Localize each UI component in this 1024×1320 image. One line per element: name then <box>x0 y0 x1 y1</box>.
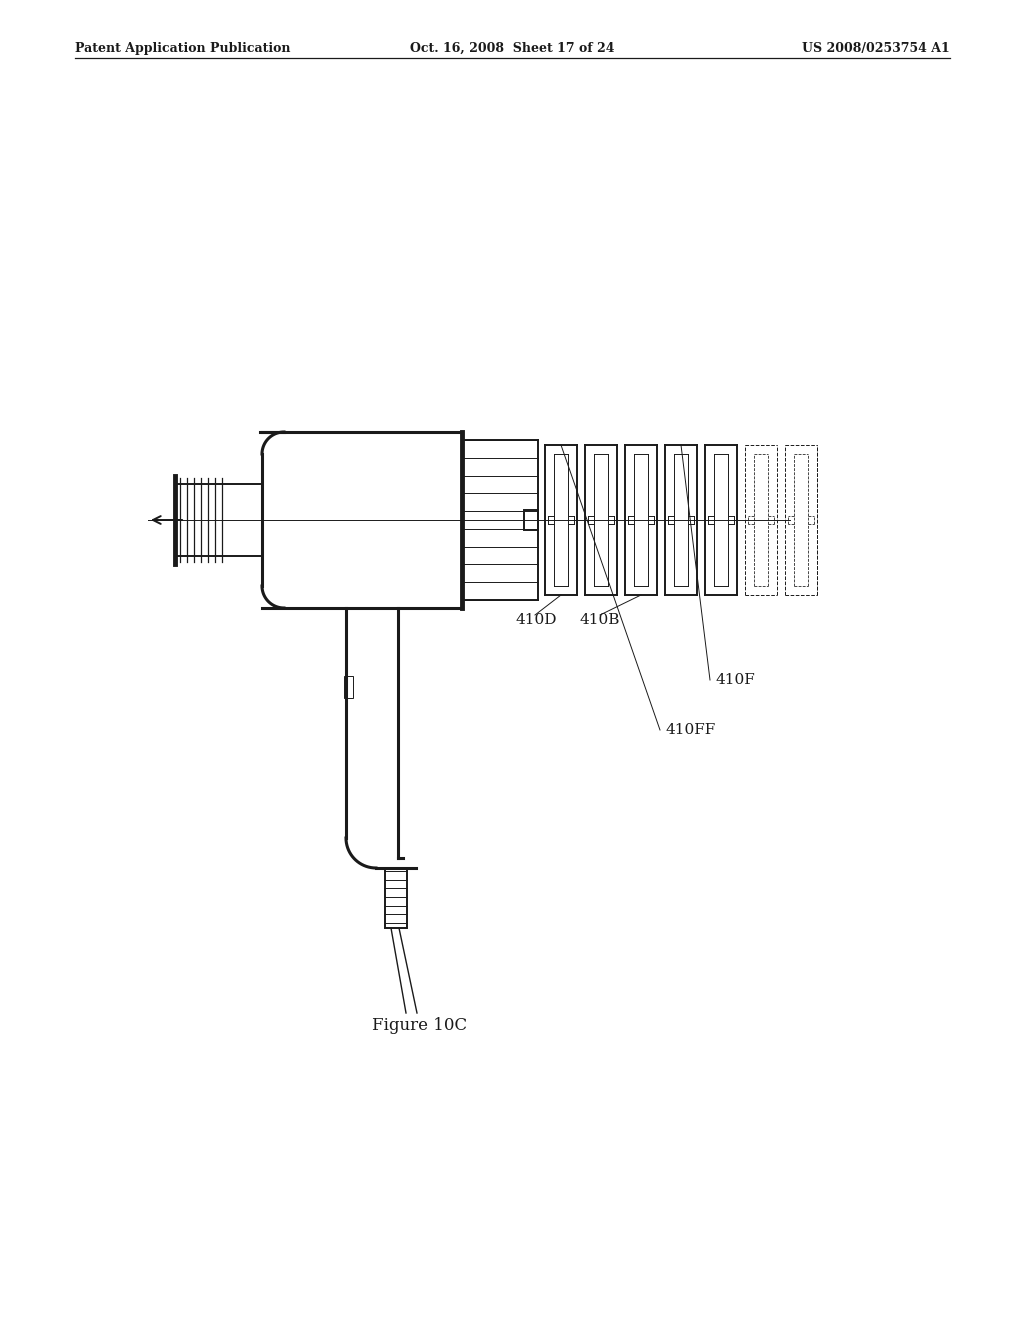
Text: Oct. 16, 2008  Sheet 17 of 24: Oct. 16, 2008 Sheet 17 of 24 <box>410 42 614 55</box>
Text: Patent Application Publication: Patent Application Publication <box>75 42 291 55</box>
Text: 410F: 410F <box>715 673 755 686</box>
Text: 410D: 410D <box>515 612 556 627</box>
Text: Figure 10C: Figure 10C <box>373 1016 468 1034</box>
Bar <box>344 676 353 698</box>
Bar <box>524 510 538 531</box>
Bar <box>385 869 407 928</box>
Text: 410FF: 410FF <box>665 723 715 737</box>
Text: US 2008/0253754 A1: US 2008/0253754 A1 <box>802 42 950 55</box>
Text: 410B: 410B <box>580 612 621 627</box>
